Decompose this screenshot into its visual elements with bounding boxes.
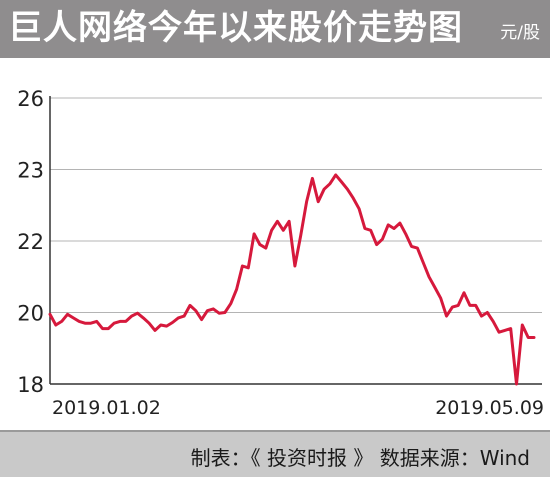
y-tick-label: 18 bbox=[17, 373, 44, 397]
plot-area: 26 23 22 20 18 2019.01.02 2019.05.09 bbox=[0, 58, 550, 430]
x-tick-label-start: 2019.01.02 bbox=[52, 397, 161, 419]
line-chart: 26 23 22 20 18 2019.01.02 2019.05.09 bbox=[17, 87, 544, 419]
chart-header: 巨人网络今年以来股价走势图 元/股 bbox=[0, 0, 550, 58]
price-line bbox=[48, 173, 536, 386]
chart-footer: 制表：《 投资时报 》 数据来源：Wind bbox=[0, 430, 550, 477]
y-tick-label: 26 bbox=[17, 87, 44, 111]
y-tick-label: 23 bbox=[17, 159, 44, 183]
y-tick-label: 20 bbox=[17, 302, 44, 326]
y-tick-label: 22 bbox=[17, 230, 44, 254]
unit-label: 元/股 bbox=[500, 23, 540, 43]
x-tick-label-end: 2019.05.09 bbox=[435, 397, 544, 419]
chart-title: 巨人网络今年以来股价走势图 bbox=[8, 8, 463, 48]
source-note: 制表：《 投资时报 》 数据来源：Wind bbox=[190, 446, 530, 470]
